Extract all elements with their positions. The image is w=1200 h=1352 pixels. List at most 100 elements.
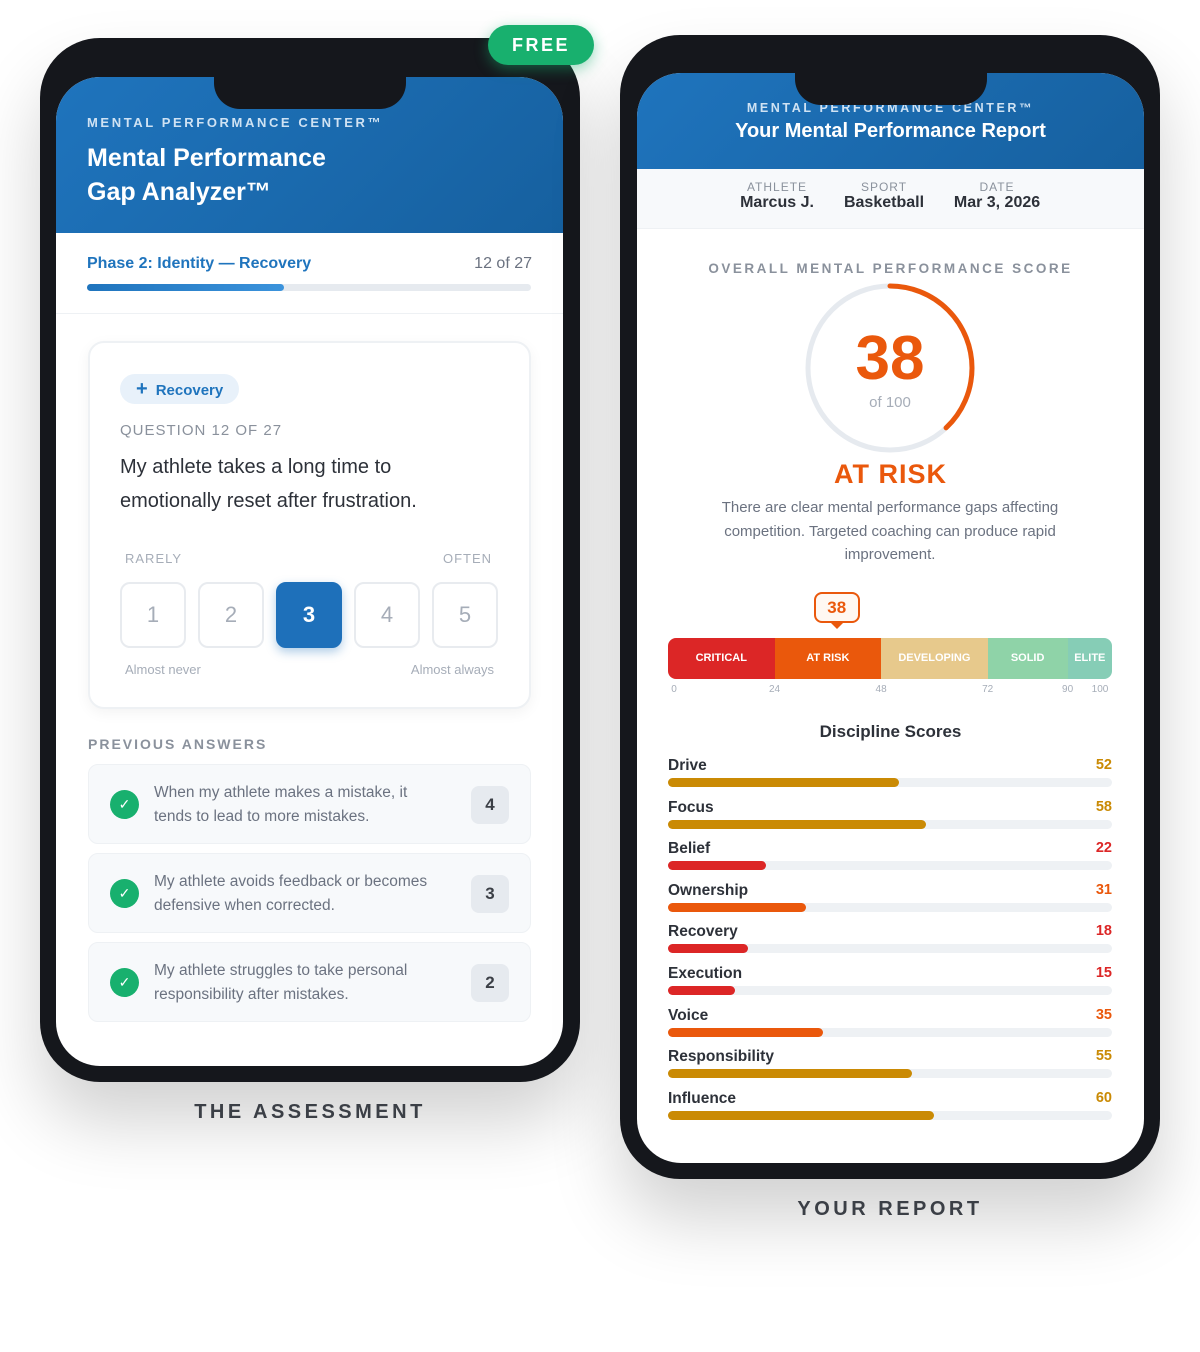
discipline-score: 52 — [1095, 757, 1112, 773]
band-tick: 90 — [1062, 684, 1074, 695]
band-developing: DEVELOPING — [881, 638, 988, 679]
previous-answer-value: 3 — [471, 875, 509, 913]
check-icon: ✓ — [110, 968, 139, 997]
band-tick: 24 — [768, 684, 781, 695]
discipline-name: Belief — [668, 840, 711, 858]
discipline-track — [668, 944, 1112, 954]
status-label: AT RISK — [834, 459, 947, 489]
discipline-name: Recovery — [668, 923, 738, 941]
discipline-name: Drive — [668, 757, 707, 774]
discipline-row-drive: Drive 52 — [668, 757, 1112, 791]
discipline-bar — [668, 902, 806, 912]
discipline-track — [668, 1027, 1112, 1037]
discipline-name: Influence — [668, 1089, 737, 1107]
band-tick: 100 — [1091, 684, 1109, 695]
meta-value: Basketball — [843, 194, 925, 211]
discipline-score: 18 — [1095, 923, 1112, 940]
discipline-bar — [668, 819, 926, 829]
status-description: There are clear mental performance gaps … — [721, 499, 1059, 563]
score-max: of 100 — [869, 394, 911, 411]
report-screen: MENTAL PERFORMANCE CENTER™ Your Mental P… — [637, 73, 1144, 1163]
report-title: Your Mental Performance Report — [735, 120, 1046, 142]
discipline-row-influence: Influence 60 — [668, 1090, 1112, 1124]
discipline-name: Ownership — [668, 881, 749, 899]
score-marker-value: 38 — [827, 598, 847, 617]
disciplines-title: Discipline Scores — [819, 722, 962, 741]
discipline-name: Execution — [668, 965, 743, 982]
rating-option-2[interactable]: 2 — [198, 582, 264, 648]
progress-bar — [87, 284, 531, 291]
progress-count: 12 of 27 — [474, 255, 532, 272]
free-badge: FREE — [488, 25, 594, 65]
band-elite: ELITE — [1067, 638, 1112, 679]
scale-low-label: RARELY — [125, 551, 183, 566]
discipline-track — [668, 902, 1112, 912]
discipline-row-focus: Focus 58 — [668, 799, 1112, 833]
discipline-name: Voice — [668, 1006, 709, 1024]
scale-high-label: OFTEN — [443, 551, 493, 566]
discipline-score: 35 — [1095, 1006, 1112, 1023]
band-critical: CRITICAL — [668, 638, 775, 679]
band-at-risk: AT RISK — [774, 638, 882, 679]
discipline-bar — [668, 1110, 935, 1120]
meta-label: ATHLETE — [746, 180, 808, 194]
discipline-track — [668, 1110, 1112, 1120]
gauge-arc — [805, 283, 975, 453]
previous-answer-item[interactable]: ✓ When my athlete makes a mistake, it ten… — [88, 764, 531, 844]
previous-answer-item[interactable]: ✓ My athlete struggles to take personal r… — [88, 942, 531, 1022]
score-value: 38 — [855, 324, 925, 393]
rating-option-3-selected[interactable]: 3 — [276, 582, 342, 648]
score-title: OVERALL MENTAL PERFORMANCE SCORE — [708, 261, 1073, 276]
meta-sport: SPORT Basketball — [838, 180, 930, 212]
discipline-score: 58 — [1095, 798, 1112, 815]
phase-label: Phase 2: Identity — Recovery — [87, 255, 312, 272]
discipline-score: 60 — [1095, 1089, 1112, 1106]
meta-label: DATE — [979, 180, 1015, 194]
discipline-bar — [668, 944, 748, 954]
category-tag-label: Recovery — [155, 382, 224, 399]
discipline-row-recovery: Recovery 18 — [668, 923, 1112, 957]
band-tick: 48 — [875, 684, 887, 695]
band-tick: 72 — [982, 684, 994, 695]
score-marker: 38 — [813, 592, 860, 629]
discipline-row-ownership: Ownership 31 — [668, 882, 1112, 916]
report-meta — [637, 169, 1144, 229]
discipline-track — [668, 1069, 1112, 1079]
discipline-score: 22 — [1095, 840, 1112, 857]
discipline-score: 55 — [1095, 1048, 1112, 1065]
discipline-bar — [668, 986, 735, 995]
previous-answers-title: PREVIOUS ANSWERS — [88, 736, 268, 752]
brand-eyebrow: MENTAL PERFORMANCE CENTER™ — [87, 115, 384, 130]
question-label: QUESTION 12 OF 27 — [120, 422, 283, 439]
assessment-caption: THE ASSESSMENT — [194, 1101, 426, 1123]
previous-answer-item[interactable]: ✓ My athlete avoids feedback or becomes d… — [88, 853, 531, 933]
previous-answer-value: 4 — [471, 786, 509, 824]
question-text: My athlete takes a long time to emotiona… — [120, 456, 417, 512]
check-icon: ✓ — [110, 790, 139, 819]
previous-answer-text: My athlete struggles to take personal re… — [154, 962, 408, 1003]
discipline-row-execution: Execution 15 — [668, 965, 1112, 999]
discipline-row-belief: Belief 22 — [668, 840, 1112, 874]
rating-option-5[interactable]: 5 — [432, 582, 498, 648]
discipline-row-responsibility: Responsibility 55 — [668, 1048, 1112, 1082]
discipline-bar — [668, 1069, 913, 1079]
check-icon: ✓ — [110, 879, 139, 908]
category-tag: + Recovery — [120, 374, 240, 404]
discipline-name: Responsibility — [668, 1048, 774, 1066]
meta-date: DATE Mar 3, 2026 — [948, 180, 1046, 212]
previous-answer-value: 2 — [471, 964, 509, 1002]
rating-option-4[interactable]: 4 — [354, 582, 420, 648]
rating-option-1[interactable]: 1 — [120, 582, 186, 648]
meta-athlete: ATHLETE Marcus J. — [737, 180, 817, 212]
discipline-bar — [668, 1027, 824, 1037]
score-gauge — [805, 283, 975, 453]
meta-label: SPORT — [860, 180, 908, 194]
discipline-score: 15 — [1095, 965, 1112, 981]
discipline-row-voice: Voice 35 — [668, 1007, 1112, 1041]
discipline-name: Focus — [668, 798, 714, 816]
report-caption: YOUR REPORT — [797, 1198, 983, 1220]
band-tick: 0 — [671, 684, 677, 695]
discipline-track — [668, 861, 1112, 871]
app-title-line1: Mental Performance — [87, 144, 326, 172]
discipline-track — [668, 986, 1112, 995]
